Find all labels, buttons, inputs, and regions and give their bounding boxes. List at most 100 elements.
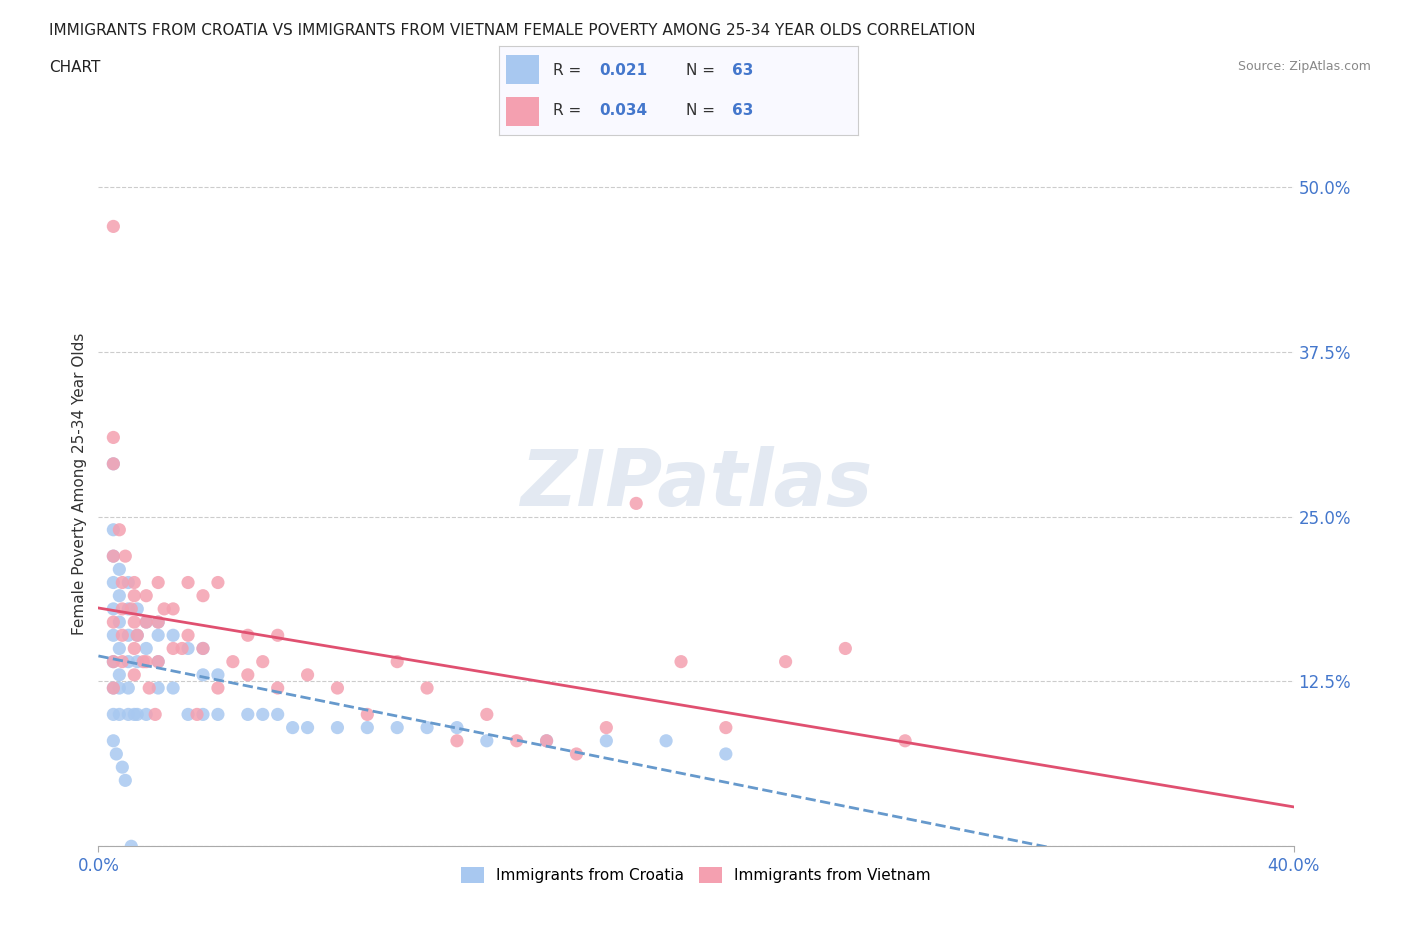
Point: [108, 641, 131, 656]
Point: [120, 839, 142, 854]
Point: [111, 575, 134, 590]
Point: [103, 707, 125, 722]
Point: [127, 654, 149, 669]
Point: [117, 602, 139, 617]
Point: [297, 668, 319, 683]
Point: [124, 668, 146, 683]
Point: [117, 575, 139, 590]
Point: [191, 707, 214, 722]
Point: [103, 549, 125, 564]
Point: [143, 707, 166, 722]
Point: [177, 641, 200, 656]
Point: [834, 641, 856, 656]
Point: [103, 734, 125, 749]
Point: [475, 707, 498, 722]
Text: Source: ZipAtlas.com: Source: ZipAtlas.com: [1237, 60, 1371, 73]
Point: [267, 681, 290, 696]
Point: [135, 641, 157, 656]
Point: [191, 641, 214, 656]
Point: [326, 720, 349, 735]
Point: [267, 707, 290, 722]
Point: [117, 707, 139, 722]
Y-axis label: Female Poverty Among 25-34 Year Olds: Female Poverty Among 25-34 Year Olds: [72, 332, 87, 635]
Point: [177, 575, 200, 590]
Point: [108, 562, 131, 577]
Point: [207, 575, 229, 590]
Point: [127, 602, 149, 617]
Point: [120, 602, 142, 617]
Point: [103, 681, 125, 696]
Point: [111, 654, 134, 669]
Point: [111, 628, 134, 643]
Point: [177, 707, 200, 722]
Point: [186, 707, 208, 722]
Point: [124, 589, 146, 604]
Point: [236, 707, 259, 722]
Point: [103, 628, 125, 643]
Point: [138, 681, 160, 696]
Point: [103, 457, 125, 472]
Point: [172, 641, 194, 656]
Point: [475, 734, 498, 749]
Text: IMMIGRANTS FROM CROATIA VS IMMIGRANTS FROM VIETNAM FEMALE POVERTY AMONG 25-34 YE: IMMIGRANTS FROM CROATIA VS IMMIGRANTS FR…: [49, 23, 976, 38]
Point: [108, 707, 131, 722]
Point: [191, 589, 214, 604]
Point: [148, 575, 170, 590]
FancyBboxPatch shape: [506, 97, 538, 126]
Point: [162, 628, 184, 643]
Point: [148, 628, 170, 643]
Text: 63: 63: [733, 103, 754, 118]
Point: [103, 575, 125, 590]
Point: [135, 615, 157, 630]
Point: [222, 654, 245, 669]
Point: [655, 734, 678, 749]
Point: [127, 628, 149, 643]
Point: [626, 496, 648, 511]
Point: [595, 720, 617, 735]
Point: [148, 654, 170, 669]
Point: [103, 602, 125, 617]
Point: [103, 430, 125, 445]
Point: [103, 523, 125, 538]
Point: [207, 668, 229, 683]
Point: [153, 602, 176, 617]
Point: [114, 773, 136, 788]
Point: [108, 589, 131, 604]
FancyBboxPatch shape: [506, 56, 538, 85]
Point: [103, 549, 125, 564]
Point: [162, 602, 184, 617]
Point: [191, 668, 214, 683]
Point: [236, 628, 259, 643]
Text: CHART: CHART: [49, 60, 101, 75]
Point: [135, 615, 157, 630]
Point: [124, 615, 146, 630]
Point: [506, 734, 529, 749]
Point: [191, 641, 214, 656]
Text: R =: R =: [553, 63, 586, 78]
Point: [135, 707, 157, 722]
Point: [385, 720, 409, 735]
Text: R =: R =: [553, 103, 586, 118]
Point: [775, 654, 797, 669]
Text: N =: N =: [686, 63, 720, 78]
Point: [148, 681, 170, 696]
Point: [385, 654, 409, 669]
Point: [117, 628, 139, 643]
Point: [103, 681, 125, 696]
Point: [108, 681, 131, 696]
Point: [105, 747, 128, 762]
Point: [132, 654, 155, 669]
Point: [536, 734, 558, 749]
Point: [267, 628, 290, 643]
Point: [148, 615, 170, 630]
Point: [207, 681, 229, 696]
Point: [236, 668, 259, 683]
Point: [416, 720, 439, 735]
Point: [162, 641, 184, 656]
Point: [127, 628, 149, 643]
Text: 0.021: 0.021: [599, 63, 648, 78]
Point: [124, 575, 146, 590]
Point: [148, 654, 170, 669]
Point: [108, 523, 131, 538]
Point: [446, 720, 468, 735]
